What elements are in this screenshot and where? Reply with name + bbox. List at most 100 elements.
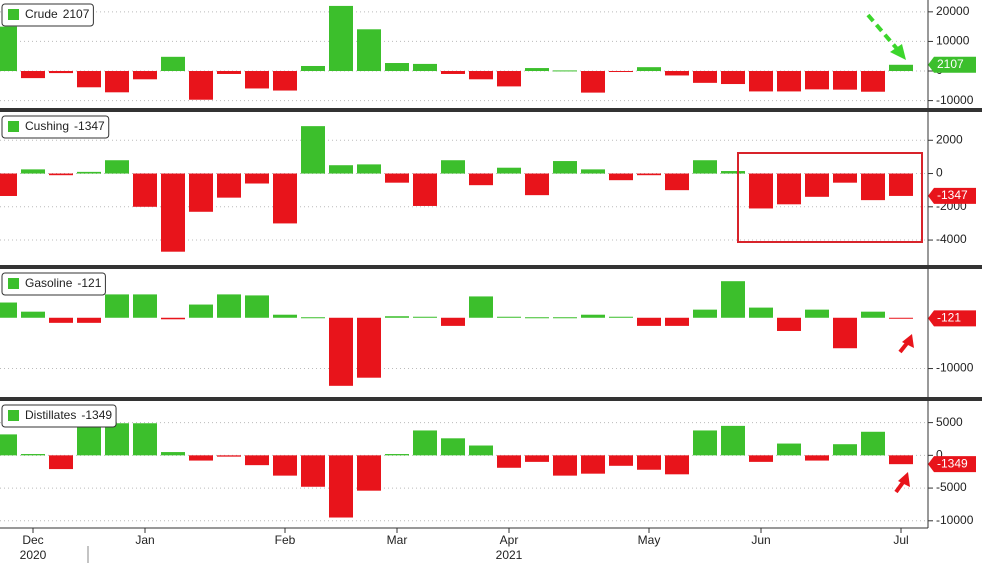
legend-value: -121 — [77, 276, 101, 290]
bar — [581, 71, 605, 93]
bar — [329, 165, 353, 174]
bar — [385, 316, 409, 318]
legend-box — [1, 3, 94, 27]
bar — [161, 317, 185, 320]
bar — [833, 71, 857, 90]
bar — [861, 173, 885, 201]
bar — [721, 171, 745, 174]
plot-layer: -1000001000020000Crude21072107-4000-2000… — [0, 3, 976, 562]
bar — [525, 455, 549, 462]
bar — [553, 455, 577, 476]
x-tick-label: May — [638, 533, 661, 547]
bar — [469, 445, 493, 456]
legend: Distillates -1349 — [1, 404, 117, 428]
bar — [273, 173, 297, 224]
bar — [805, 71, 829, 90]
bar — [637, 455, 661, 470]
bar — [637, 173, 661, 176]
bar — [161, 56, 185, 72]
bar — [189, 304, 213, 318]
bar — [105, 294, 129, 318]
legend-label: Distillates -1349 — [25, 408, 112, 422]
bar — [301, 126, 325, 174]
bar — [749, 455, 773, 462]
bar — [21, 71, 45, 79]
red-arrow — [894, 472, 910, 494]
legend-name: Distillates — [25, 408, 76, 422]
legend-swatch — [8, 121, 19, 132]
y-tick-label: 5000 — [936, 415, 963, 429]
value-tag — [928, 56, 976, 73]
bar — [609, 173, 633, 181]
bar — [749, 307, 773, 318]
value-tag-label: -121 — [937, 311, 961, 325]
bar — [0, 434, 17, 456]
bar — [497, 455, 521, 468]
legend-name: Cushing — [25, 119, 69, 133]
bar — [245, 295, 269, 318]
bar — [441, 71, 465, 74]
legend-name: Crude — [25, 7, 58, 21]
bar — [105, 160, 129, 174]
x-year-label: 2021 — [496, 548, 523, 562]
x-tick-label: Jul — [893, 533, 908, 547]
bar — [749, 173, 773, 209]
bar — [49, 455, 73, 470]
bar — [133, 71, 157, 80]
x-tick-label: Mar — [387, 533, 408, 547]
bar — [665, 173, 689, 191]
bar — [665, 317, 689, 326]
bar — [497, 167, 521, 174]
bar — [413, 173, 437, 206]
bar — [441, 438, 465, 456]
y-tick-label: -4000 — [936, 232, 967, 246]
bar — [217, 294, 241, 318]
bar — [805, 309, 829, 318]
bar — [329, 455, 353, 518]
bar — [525, 68, 549, 72]
value-tag-label: 2107 — [937, 57, 964, 71]
bar — [805, 173, 829, 197]
bar — [581, 314, 605, 318]
bar — [833, 317, 857, 349]
legend-label: Crude 2107 — [25, 7, 90, 21]
y-tick-label: -10000 — [936, 93, 974, 107]
bar — [217, 71, 241, 74]
bar — [105, 71, 129, 93]
bar — [777, 317, 801, 331]
bar — [721, 71, 745, 85]
bar — [0, 26, 17, 72]
bar — [693, 160, 717, 174]
legend-box — [1, 115, 110, 139]
legend-swatch — [8, 410, 19, 421]
bar — [553, 70, 577, 72]
bar — [133, 423, 157, 456]
bar — [637, 317, 661, 326]
legend-value: 2107 — [63, 7, 90, 21]
bar — [693, 309, 717, 318]
bar — [861, 71, 885, 92]
legend-value: -1347 — [74, 119, 105, 133]
value-tag — [928, 456, 976, 473]
bar — [861, 431, 885, 456]
panel-separator — [0, 397, 982, 401]
y-tick-label: 10000 — [936, 34, 970, 48]
bar — [441, 160, 465, 174]
bar — [553, 161, 577, 174]
bar — [441, 317, 465, 326]
bar — [301, 455, 325, 487]
bar — [497, 71, 521, 87]
bar — [217, 455, 241, 457]
value-tag-label: -1347 — [937, 188, 968, 202]
bar — [889, 173, 913, 196]
x-tick-label: Jun — [751, 533, 770, 547]
x-tick-label: Apr — [500, 533, 519, 547]
bar — [357, 455, 381, 491]
bar — [497, 316, 521, 318]
bar — [833, 444, 857, 456]
bar — [301, 317, 325, 319]
bar — [665, 71, 689, 76]
legend: Gasoline -121 — [1, 272, 106, 296]
bar — [273, 455, 297, 476]
bar — [385, 63, 409, 72]
